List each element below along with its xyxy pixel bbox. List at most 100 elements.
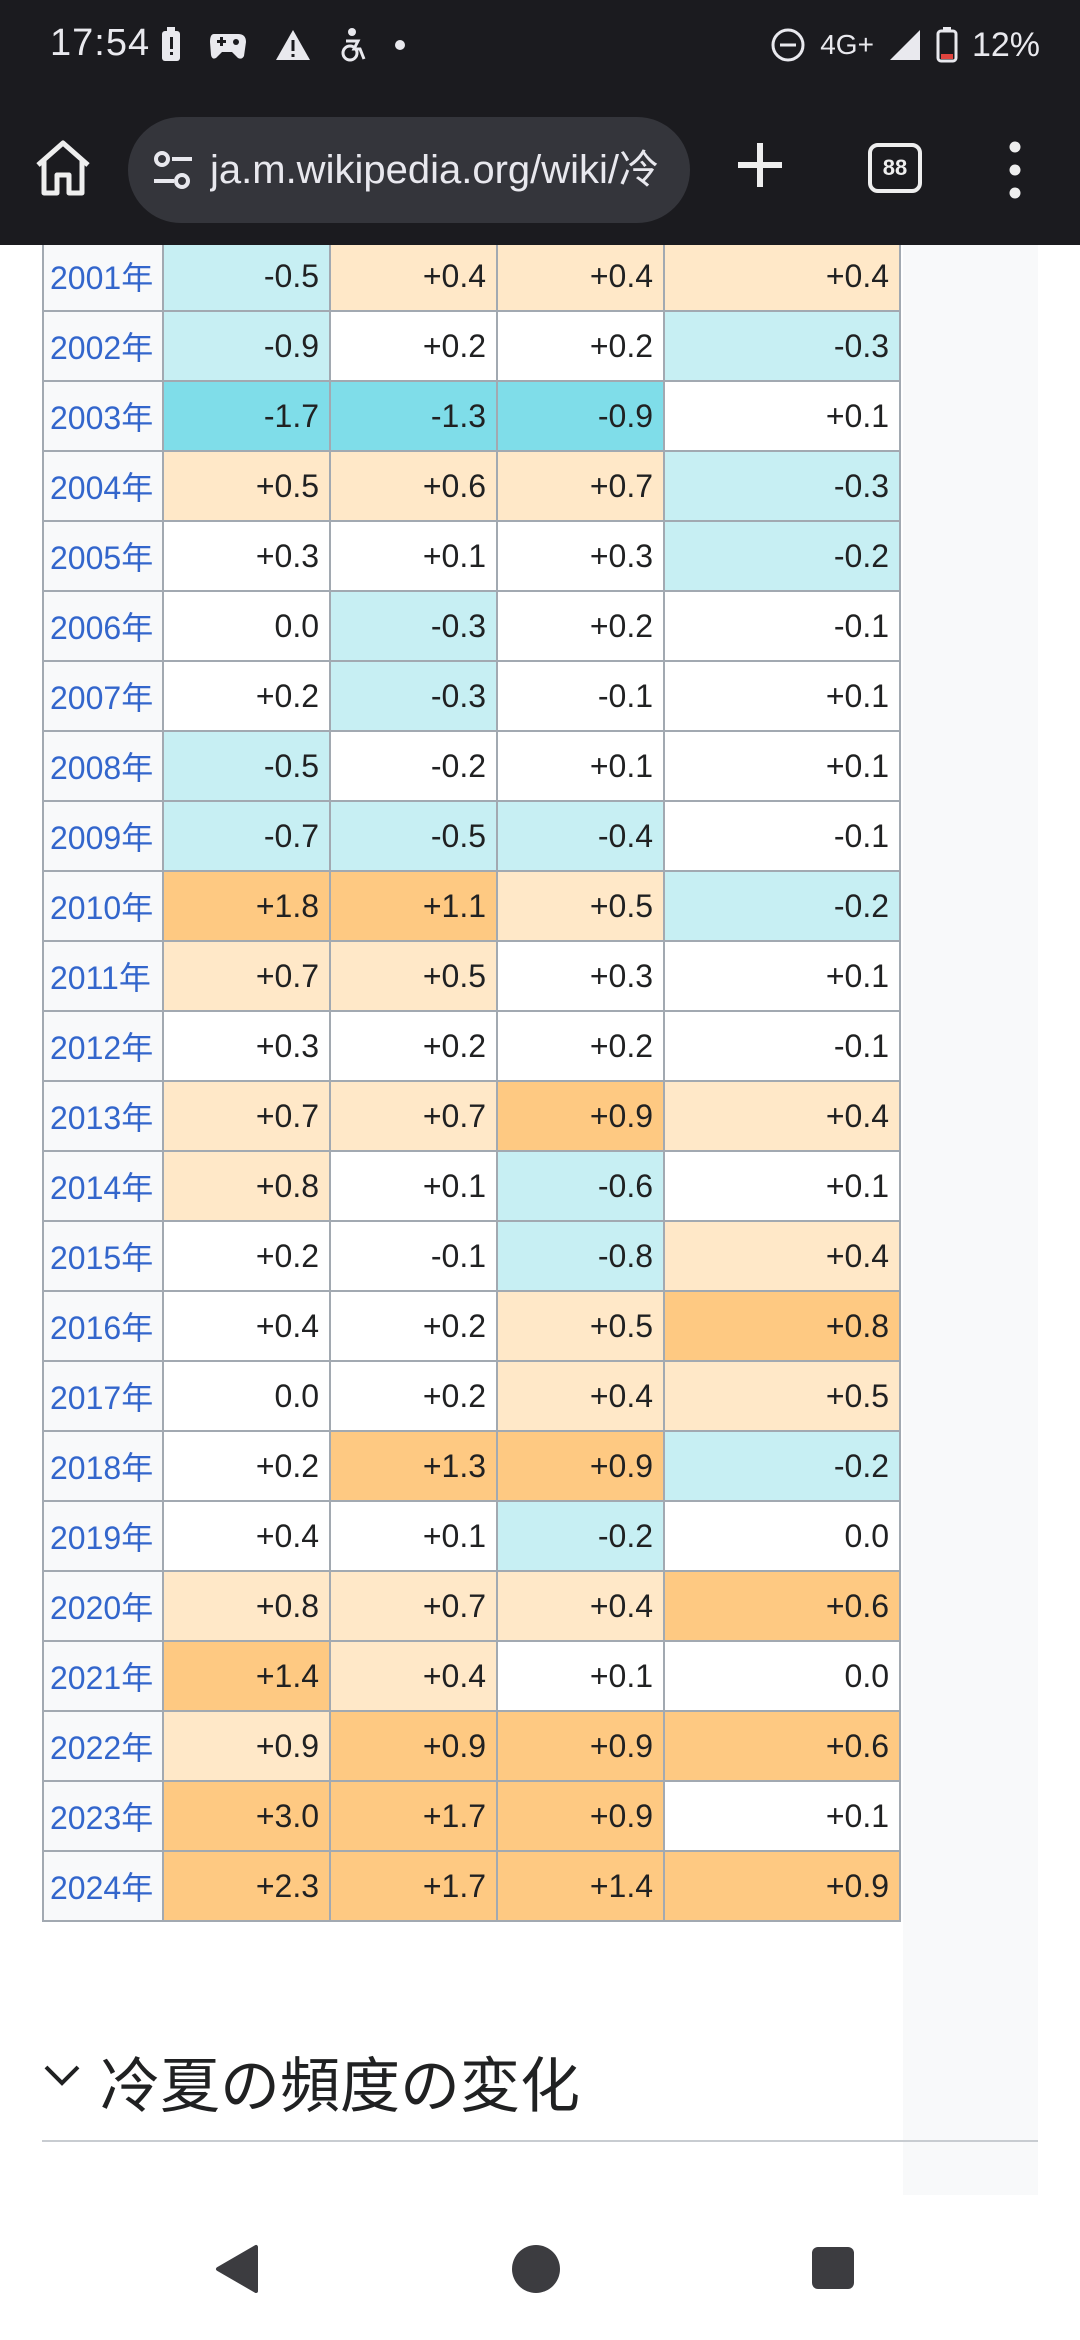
anomaly-cell: +0.9 [663, 1850, 901, 1922]
accessibility-icon [341, 28, 366, 62]
anomaly-cell: +0.6 [663, 1570, 901, 1642]
url-bar[interactable]: ja.m.wikipedia.org/wiki/冷 [128, 117, 690, 223]
tabs-icon[interactable]: 88 [868, 143, 922, 193]
year-link[interactable]: 2020年 [42, 1570, 164, 1642]
anomaly-cell: +0.2 [162, 1220, 331, 1292]
anomaly-cell: -0.2 [663, 520, 901, 592]
year-link[interactable]: 2004年 [42, 450, 164, 522]
anomaly-cell: +1.8 [162, 870, 331, 942]
table-row: 2007年 +0.2 -0.3 -0.1 +0.1 [42, 660, 901, 732]
anomaly-cell: -0.5 [162, 730, 331, 802]
anomaly-cell: +0.7 [329, 1080, 498, 1152]
anomaly-cell: +0.1 [663, 730, 901, 802]
anomaly-cell: +0.3 [496, 940, 665, 1012]
anomaly-cell: +0.8 [162, 1570, 331, 1642]
table-row: 2013年 +0.7 +0.7 +0.9 +0.4 [42, 1080, 901, 1152]
year-link[interactable]: 2017年 [42, 1360, 164, 1432]
anomaly-cell: +0.7 [496, 450, 665, 522]
year-link[interactable]: 2023年 [42, 1780, 164, 1852]
page-content: 2000年+0.9+0.1+0.2-0.82001年-0.5+0.4+0.4+0… [0, 245, 1080, 2340]
year-link[interactable]: 2007年 [42, 660, 164, 732]
battery-percent: 12% [971, 25, 1040, 64]
anomaly-cell: 0.0 [663, 1640, 901, 1712]
anomaly-cell: +1.1 [329, 870, 498, 942]
table-row: 2021年 +1.4 +0.4 +0.1 0.0 [42, 1640, 901, 1712]
section-header[interactable]: 冷夏の頻度の変化 [42, 2010, 1038, 2142]
year-link[interactable]: 2005年 [42, 520, 164, 592]
year-link[interactable]: 2012年 [42, 1010, 164, 1082]
year-link[interactable]: 2016年 [42, 1290, 164, 1362]
back-icon[interactable] [212, 2243, 260, 2295]
anomaly-cell: +0.2 [329, 310, 498, 382]
anomaly-cell: +0.9 [496, 1780, 665, 1852]
signal-icon [889, 30, 920, 60]
anomaly-cell: +0.4 [496, 1570, 665, 1642]
table-row: 2014年 +0.8 +0.1 -0.6 +0.1 [42, 1150, 901, 1222]
anomaly-cell: -0.9 [496, 380, 665, 452]
site-settings-icon[interactable] [150, 147, 196, 193]
anomaly-cell: +2.3 [162, 1850, 331, 1922]
table-row: 2016年 +0.4 +0.2 +0.5 +0.8 [42, 1290, 901, 1362]
url-text[interactable]: ja.m.wikipedia.org/wiki/冷 [210, 148, 660, 192]
anomaly-cell: +0.4 [329, 1640, 498, 1712]
temperature-anomaly-table: 2000年+0.9+0.1+0.2-0.82001年-0.5+0.4+0.4+0… [42, 245, 901, 1922]
anomaly-cell: -0.2 [329, 730, 498, 802]
year-link[interactable]: 2010年 [42, 870, 164, 942]
year-link[interactable]: 2006年 [42, 590, 164, 662]
plus-icon[interactable] [728, 133, 792, 197]
anomaly-cell: -0.9 [162, 310, 331, 382]
year-link[interactable]: 2018年 [42, 1430, 164, 1502]
year-link[interactable]: 2015年 [42, 1220, 164, 1292]
anomaly-cell: +0.5 [496, 1290, 665, 1362]
home-icon[interactable] [30, 135, 96, 201]
anomaly-cell: +0.2 [162, 1430, 331, 1502]
year-link[interactable]: 2014年 [42, 1150, 164, 1222]
dot-icon [395, 40, 405, 50]
year-link[interactable]: 2009年 [42, 800, 164, 872]
status-time: 17:54 [50, 22, 151, 64]
year-link[interactable]: 2024年 [42, 1850, 164, 1922]
anomaly-cell: +0.9 [496, 1080, 665, 1152]
more-vert-icon[interactable] [990, 135, 1040, 205]
anomaly-cell: -0.1 [663, 800, 901, 872]
table-row: 2024年 +2.3 +1.7 +1.4 +0.9 [42, 1850, 901, 1922]
anomaly-cell: +0.9 [496, 1710, 665, 1782]
year-link[interactable]: 2022年 [42, 1710, 164, 1782]
year-link[interactable]: 2011年 [42, 940, 164, 1012]
anomaly-cell: +0.2 [329, 1360, 498, 1432]
anomaly-cell: +0.7 [162, 1080, 331, 1152]
chevron-down-icon[interactable] [42, 2055, 82, 2095]
year-link[interactable]: 2021年 [42, 1640, 164, 1712]
anomaly-cell: +0.5 [329, 940, 498, 1012]
year-link[interactable]: 2002年 [42, 310, 164, 382]
notification-icons [160, 20, 406, 70]
year-link[interactable]: 2019年 [42, 1500, 164, 1572]
anomaly-cell: +0.8 [663, 1290, 901, 1362]
recents-icon[interactable] [812, 2247, 854, 2289]
anomaly-cell: +0.6 [329, 450, 498, 522]
anomaly-cell: +0.1 [329, 1150, 498, 1222]
year-link[interactable]: 2001年 [42, 245, 164, 312]
anomaly-cell: +1.7 [329, 1850, 498, 1922]
anomaly-cell: +0.9 [162, 1710, 331, 1782]
home-circle-icon[interactable] [512, 2245, 560, 2293]
year-link[interactable]: 2003年 [42, 380, 164, 452]
table-row: 2010年 +1.8 +1.1 +0.5 -0.2 [42, 870, 901, 942]
year-link[interactable]: 2013年 [42, 1080, 164, 1152]
section-title[interactable]: 冷夏の頻度の変化 [100, 2052, 580, 2122]
table-scroll-margin [903, 245, 1038, 2247]
anomaly-cell: +1.4 [496, 1850, 665, 1922]
anomaly-cell: +0.1 [496, 1640, 665, 1712]
anomaly-cell: +3.0 [162, 1780, 331, 1852]
anomaly-cell: +0.7 [162, 940, 331, 1012]
do-not-disturb-icon [771, 28, 805, 62]
anomaly-cell: +0.1 [663, 940, 901, 1012]
table-row: 2006年 0.0 -0.3 +0.2 -0.1 [42, 590, 901, 662]
anomaly-cell: -0.3 [329, 660, 498, 732]
table-row: 2017年 0.0 +0.2 +0.4 +0.5 [42, 1360, 901, 1432]
status-right: 4G+ 12% [770, 20, 1040, 70]
year-link[interactable]: 2008年 [42, 730, 164, 802]
anomaly-cell: +0.1 [329, 1500, 498, 1572]
anomaly-cell: -0.1 [496, 660, 665, 732]
table-wrapper: 2000年+0.9+0.1+0.2-0.82001年-0.5+0.4+0.4+0… [42, 245, 1042, 1922]
